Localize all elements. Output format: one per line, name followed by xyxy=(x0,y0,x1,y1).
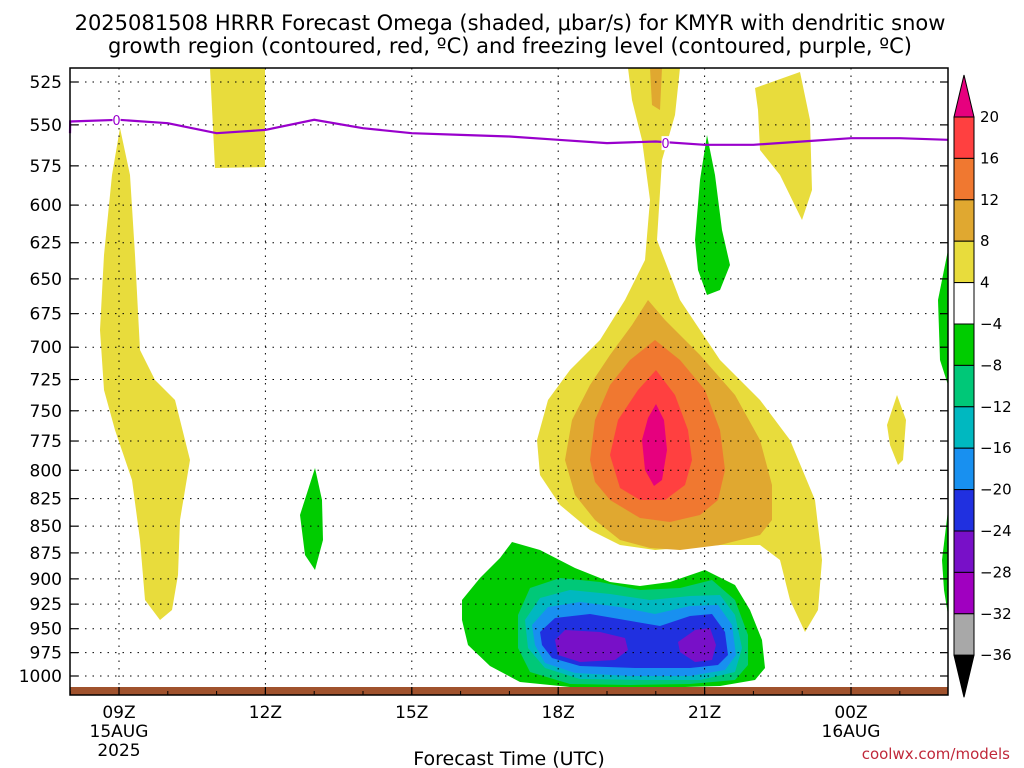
colorbar-label: 8 xyxy=(980,232,990,250)
colorbar-swatch xyxy=(954,572,974,613)
x-tick-label: 15Z xyxy=(395,703,428,723)
colorbar-swatch xyxy=(954,490,974,531)
y-tick-label: 825 xyxy=(30,490,62,510)
omega-region-green-upper xyxy=(695,135,730,295)
credit-text: coolwx.com/models xyxy=(862,745,1010,763)
colorbar-label: −32 xyxy=(980,605,1012,623)
y-tick-label: 675 xyxy=(30,305,62,325)
colorbar-swatch xyxy=(954,241,974,282)
colorbar-label: 16 xyxy=(980,149,999,167)
x-tick-sublabel: 16AUG xyxy=(822,722,881,742)
omega-region-yellow-upper-right xyxy=(755,72,812,220)
colorbar-bottom-triangle xyxy=(954,655,974,697)
colorbar-label: −28 xyxy=(980,563,1012,581)
freezing-level-line xyxy=(70,120,948,145)
y-tick-label: 875 xyxy=(30,544,62,564)
colorbar-label: 20 xyxy=(980,108,999,126)
colorbar-swatch xyxy=(954,200,974,241)
colorbar-top-triangle xyxy=(954,75,974,117)
y-tick-label: 900 xyxy=(30,570,62,590)
title-line-2: growth region (contoured, red, ºC) and f… xyxy=(108,34,912,58)
y-tick-label: 975 xyxy=(30,644,62,664)
colorbar-label: 12 xyxy=(980,191,999,209)
y-tick-label: 575 xyxy=(30,157,62,177)
y-tick-label: 525 xyxy=(30,73,62,93)
colorbar-swatch xyxy=(954,324,974,365)
y-tick-label: 650 xyxy=(30,270,62,290)
omega-shading xyxy=(70,68,948,695)
colorbar-label: −20 xyxy=(980,481,1012,499)
freezing-level-contour: 00 xyxy=(70,113,948,152)
x-tick-sublabel: 15AUG xyxy=(90,722,149,742)
omega-region-yellow-west xyxy=(100,128,190,620)
colorbar-swatch xyxy=(954,283,974,324)
y-tick-label: 600 xyxy=(30,196,62,216)
colorbar-label: −24 xyxy=(980,522,1012,540)
omega-region-green-small-left xyxy=(300,468,323,570)
title-line-1: 2025081508 HRRR Forecast Omega (shaded, … xyxy=(75,11,946,35)
colorbar-label: −4 xyxy=(980,315,1002,333)
y-tick-label: 800 xyxy=(30,461,62,481)
x-tick-label: 00Z xyxy=(834,703,867,723)
colorbar-label: −12 xyxy=(980,398,1012,416)
omega-time-height-chart: 2025081508 HRRR Forecast Omega (shaded, … xyxy=(0,0,1024,768)
y-tick-label: 925 xyxy=(30,595,62,615)
x-tick-label: 21Z xyxy=(688,703,721,723)
colorbar-swatch xyxy=(954,614,974,655)
colorbar-swatch xyxy=(954,158,974,199)
colorbar-swatch xyxy=(954,365,974,406)
y-tick-label: 750 xyxy=(30,402,62,422)
x-tick-label: 12Z xyxy=(249,703,282,723)
x-tick-label: 18Z xyxy=(542,703,575,723)
colorbar-swatch xyxy=(954,531,974,572)
y-tick-label: 850 xyxy=(30,517,62,537)
colorbar-swatch xyxy=(954,407,974,448)
freezing-level-label: 0 xyxy=(661,137,669,152)
omega-region-yellow-small-right xyxy=(887,395,906,465)
y-tick-label: 625 xyxy=(30,234,62,254)
y-tick-label: 700 xyxy=(30,338,62,358)
x-tick-sublabel: 2025 xyxy=(97,741,140,761)
colorbar: 20 16 12 8 4 −4 −8 −12 −16 −20 −24 −28 −32 −36 xyxy=(954,75,1012,697)
colorbar-label: −36 xyxy=(980,646,1012,664)
omega-region-yellow-north xyxy=(210,68,265,168)
colorbar-label: 4 xyxy=(980,274,990,292)
colorbar-label: −8 xyxy=(980,356,1002,374)
x-axis-label: Forecast Time (UTC) xyxy=(413,748,604,768)
colorbar-swatch xyxy=(954,117,974,158)
colorbar-label: −16 xyxy=(980,439,1012,457)
omega-region-green-right-edge xyxy=(938,250,948,385)
y-tick-label: 725 xyxy=(30,371,62,391)
y-tick-label: 1000 xyxy=(19,667,62,687)
y-tick-label: 775 xyxy=(30,432,62,452)
freezing-level-label: 0 xyxy=(112,114,120,129)
y-tick-label: 550 xyxy=(30,116,62,136)
colorbar-swatch xyxy=(954,448,974,489)
y-tick-label: 950 xyxy=(30,620,62,640)
x-tick-label: 09Z xyxy=(102,703,135,723)
